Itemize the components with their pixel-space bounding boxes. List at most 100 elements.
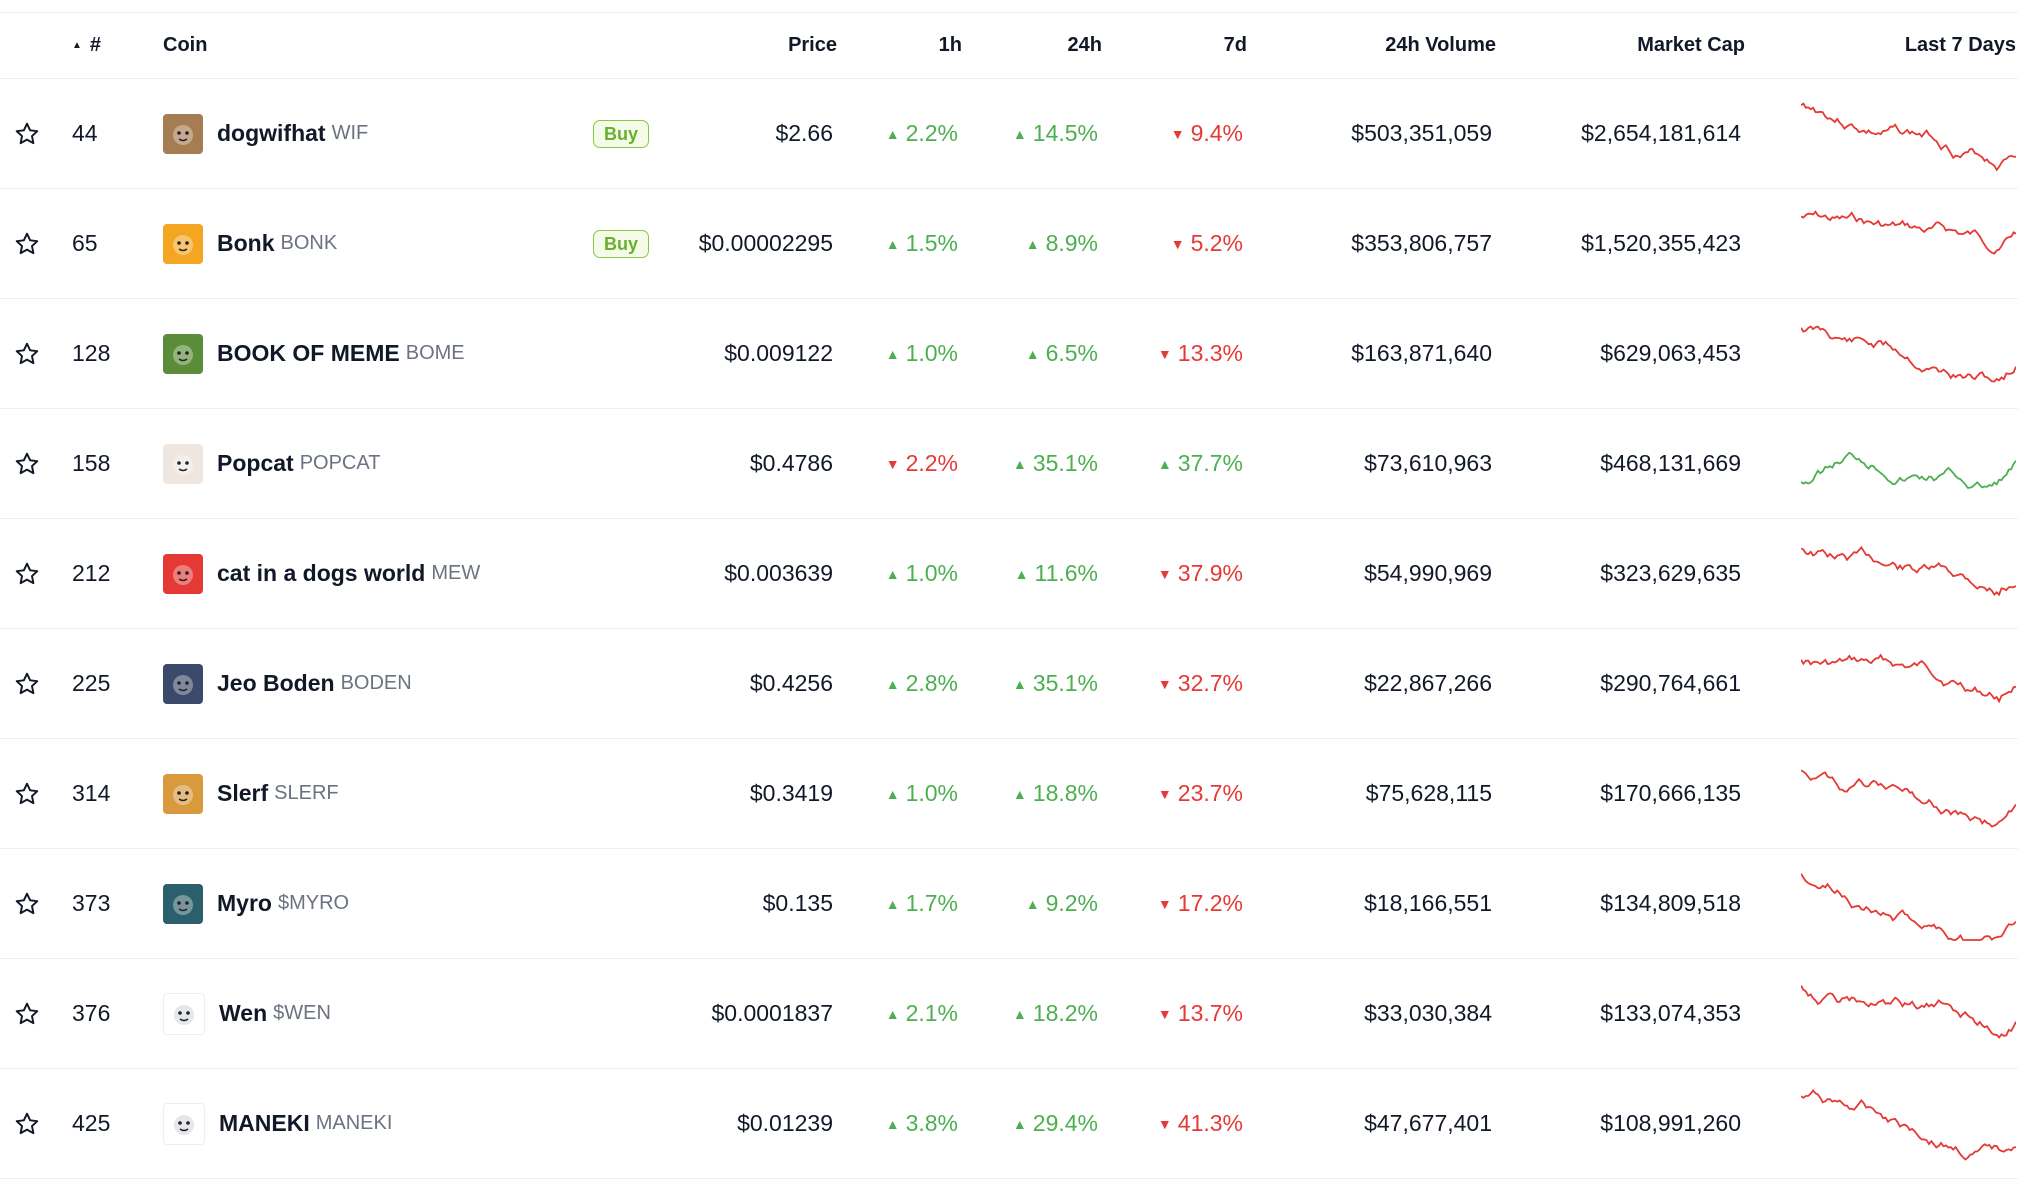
header-volume[interactable]: 24h Volume [1385,34,1496,56]
coin-name[interactable]: Jeo Boden [217,670,335,696]
caret-up-icon: ▲ [885,896,900,912]
coin-cell[interactable]: Wen $WEN [163,992,593,1035]
sparkline-chart [1801,101,2016,171]
change-1h-cell: ▼ 2.2% [843,450,968,477]
caret-up-icon: ▲ [1012,676,1027,692]
coin-symbol: POPCAT [299,452,381,474]
buy-button[interactable]: Buy [593,119,650,148]
sparkline-line [1801,872,2016,941]
star-icon [15,672,39,694]
coin-symbol: $MYRO [277,892,350,914]
table-row[interactable]: 376 Wen $WEN $0.0001837 ▲ 2.1% ▲ 18.2% ▼ 13.… [0,959,2018,1069]
star-icon [15,562,39,584]
coin-name[interactable]: BOOK OF MEME [217,340,400,366]
price-cell: $2.66 [775,120,833,146]
header-24h[interactable]: 24h [1067,34,1102,56]
man-suit-icon [163,663,203,704]
table-row[interactable]: 65 Bonk BONK Buy $0.00002295 ▲ 1.5% ▲ 8.9% … [0,189,2018,299]
header-coin[interactable]: Coin [163,34,208,56]
sparkline-line [1801,984,2016,1039]
coin-cell[interactable]: MANEKI MANEKI [163,1102,593,1145]
header-market-cap[interactable]: Market Cap [1637,34,1745,56]
buy-col: Buy [593,119,673,148]
coin-cell[interactable]: Popcat POPCAT [163,443,593,484]
coin-symbol: SLERF [274,782,339,804]
coin-name[interactable]: Wen [219,1000,268,1026]
change-1h-cell: ▲ 1.0% [843,340,968,367]
sparkline-chart [1801,324,2016,383]
caret-up-icon: ▲ [1025,896,1040,912]
caret-up-icon: ▲ [1025,236,1040,252]
table-row[interactable]: 314 Slerf SLERF $0.3419 ▲ 1.0% ▲ 18.8% ▼ 23.… [0,739,2018,849]
coin-name[interactable]: Popcat [217,450,294,476]
change-7d-cell: ▲ 37.7% [1108,450,1253,477]
favorite-star-button[interactable] [0,561,60,587]
table-row[interactable]: 158 Popcat POPCAT $0.4786 ▼ 2.2% ▲ 35.1% ▲ 3… [0,409,2018,519]
volume-cell: $353,806,757 [1351,230,1492,256]
change-24h-cell: ▲ 6.5% [968,340,1108,367]
caret-down-icon: ▼ [1170,236,1185,252]
change-1h-value: 2.8% [905,670,958,696]
change-1h-value: 2.1% [905,1000,958,1026]
coin-name[interactable]: cat in a dogs world [217,560,426,586]
coin-name[interactable]: dogwifhat [217,120,326,146]
favorite-star-button[interactable] [0,231,60,257]
favorite-star-button[interactable] [0,781,60,807]
sparkline-cell [1751,314,2018,394]
coin-cell[interactable]: dogwifhat WIF [163,113,593,154]
favorite-star-button[interactable] [0,1111,60,1137]
coin-cell[interactable]: Bonk BONK [163,223,593,264]
coin-cell[interactable]: Jeo Boden BODEN [163,663,593,704]
header-1h[interactable]: 1h [938,34,962,56]
coin-name[interactable]: Slerf [217,780,269,806]
caret-up-icon: ▲ [1012,126,1027,142]
favorite-star-button[interactable] [0,891,60,917]
header-7d[interactable]: 7d [1223,34,1247,56]
table-row[interactable]: 425 MANEKI MANEKI $0.01239 ▲ 3.8% ▲ 29.4% ▼… [0,1069,2018,1179]
favorite-star-button[interactable] [0,1001,60,1027]
price-cell: $0.003639 [724,560,833,586]
header-price[interactable]: Price [788,34,837,56]
coin-name[interactable]: MANEKI [219,1110,310,1136]
change-7d-value: 9.4% [1190,120,1243,146]
dog-hat-icon [163,113,203,154]
rank-cell: 225 [72,670,111,696]
market-cap-cell: $323,629,635 [1600,560,1741,586]
table-row[interactable]: 373 Myro $MYRO $0.135 ▲ 1.7% ▲ 9.2% ▼ 17.2% … [0,849,2018,959]
change-24h-cell: ▲ 8.9% [968,230,1108,257]
header-rank[interactable]: ▲ # [60,34,163,57]
change-1h-cell: ▲ 2.2% [843,120,968,147]
coin-cell[interactable]: BOOK OF MEME BOME [163,333,593,374]
favorite-star-button[interactable] [0,121,60,147]
caret-down-icon: ▼ [1157,1006,1172,1022]
star-icon [15,342,39,364]
favorite-star-button[interactable] [0,341,60,367]
caret-up-icon: ▲ [1012,786,1027,802]
favorite-star-button[interactable] [0,451,60,477]
rank-cell: 314 [72,780,111,806]
sparkline-line [1801,1088,2016,1161]
change-1h-cell: ▲ 2.8% [843,670,968,697]
sparkline-line [1801,652,2016,703]
coin-name[interactable]: Bonk [217,230,275,256]
change-7d-cell: ▼ 23.7% [1108,780,1253,807]
favorite-star-button[interactable] [0,671,60,697]
buy-button[interactable]: Buy [593,229,650,258]
coin-cell[interactable]: cat in a dogs world MEW [163,553,593,594]
volume-cell: $47,677,401 [1364,1110,1492,1136]
table-row[interactable]: 44 dogwifhat WIF Buy $2.66 ▲ 2.2% ▲ 14.5% ▼… [0,79,2018,189]
market-cap-cell: $108,991,260 [1600,1110,1741,1136]
coin-cell[interactable]: Myro $MYRO [163,883,593,924]
table-row[interactable]: 225 Jeo Boden BODEN $0.4256 ▲ 2.8% ▲ 35.1% … [0,629,2018,739]
coin-symbol: BOME [405,342,465,364]
change-1h-cell: ▲ 1.7% [843,890,968,917]
caret-down-icon: ▼ [1157,786,1172,802]
table-row[interactable]: 128 BOOK OF MEME BOME $0.009122 ▲ 1.0% ▲ 6.… [0,299,2018,409]
caret-down-icon: ▼ [1157,896,1172,912]
table-body: 44 dogwifhat WIF Buy $2.66 ▲ 2.2% ▲ 14.5% ▼… [0,79,2018,1179]
coin-name[interactable]: Myro [217,890,272,916]
table-row[interactable]: 212 cat in a dogs world MEW $0.003639 ▲ 1.… [0,519,2018,629]
coin-cell[interactable]: Slerf SLERF [163,773,593,814]
change-24h-value: 35.1% [1032,670,1098,696]
sparkline-chart [1801,545,2016,596]
